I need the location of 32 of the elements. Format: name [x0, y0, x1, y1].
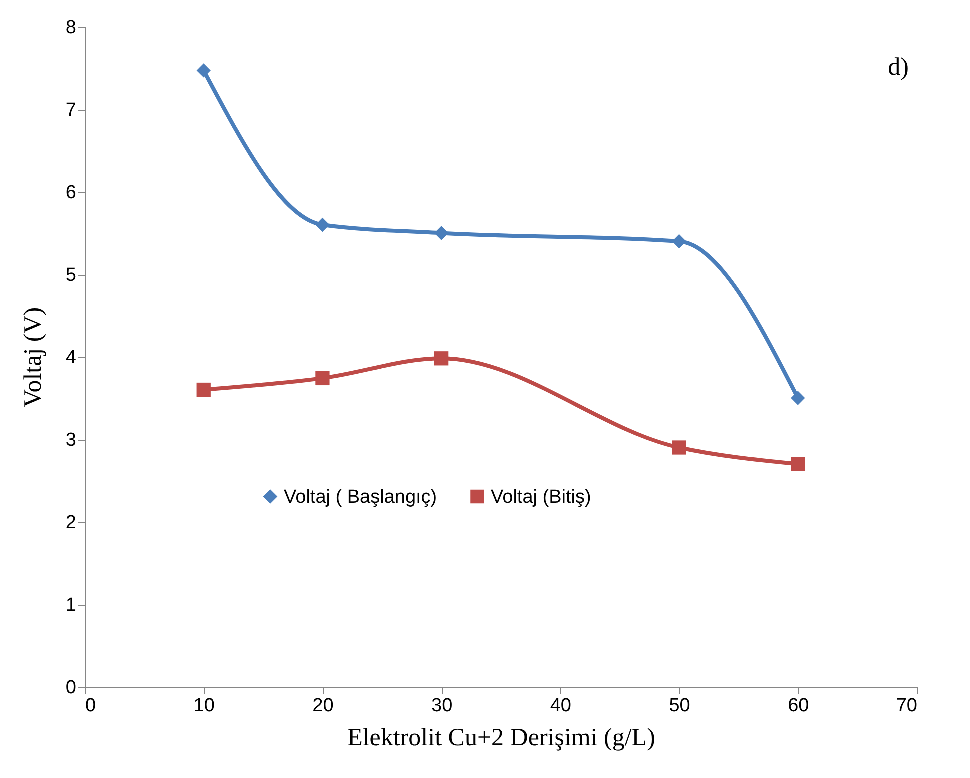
y-tick-label: 3	[66, 430, 76, 451]
y-tick-label: 8	[66, 18, 76, 38]
legend-label: Voltaj (Bitiş)	[491, 486, 592, 508]
annotation: d)	[888, 54, 909, 81]
point	[316, 218, 330, 232]
point	[434, 226, 449, 240]
point	[196, 64, 211, 78]
x-axis-title: Elektrolit Cu+2 Derişimi (g/L)	[348, 724, 656, 752]
y-tick-label: 2	[66, 512, 76, 534]
point	[791, 457, 806, 472]
x-tick-label: 30	[432, 696, 453, 716]
x-tick-label: 50	[669, 696, 690, 716]
y-tick-label: 4	[66, 348, 77, 368]
point	[672, 440, 686, 455]
y-tick-label: 1	[66, 595, 76, 616]
y-tick-label: 0	[66, 678, 76, 698]
point	[791, 391, 806, 406]
y-tick-label: 6	[66, 182, 76, 204]
x-tick-label: 20	[312, 696, 334, 716]
legend-label: Voltaj ( Başlangıç)	[284, 486, 438, 508]
point	[196, 382, 211, 398]
x-tick-label: 10	[194, 696, 215, 716]
x-tick-label: 40	[550, 696, 572, 716]
y-tick-label: 5	[66, 265, 76, 286]
point	[316, 371, 330, 386]
x-tick-label: 70	[896, 696, 918, 716]
x-tick-label: 60	[788, 696, 810, 716]
point	[672, 234, 686, 249]
y-tick-label: 7	[66, 100, 76, 121]
y-axis-title: Voltaj (V)	[20, 307, 47, 408]
point	[434, 352, 449, 366]
x-tick-label: 0	[86, 696, 96, 716]
